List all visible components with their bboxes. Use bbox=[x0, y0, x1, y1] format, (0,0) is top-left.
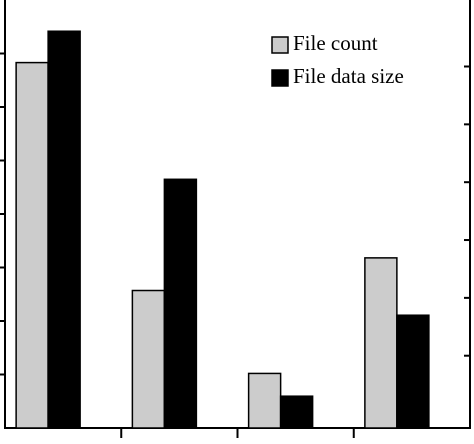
bar bbox=[163, 178, 198, 429]
bar bbox=[247, 372, 282, 429]
legend-label: File count bbox=[293, 31, 378, 55]
bar bbox=[47, 30, 81, 429]
bar bbox=[364, 257, 398, 429]
legend-label: File data size bbox=[293, 64, 404, 88]
bar bbox=[279, 395, 314, 429]
bar bbox=[131, 289, 166, 429]
legend-swatch bbox=[271, 69, 289, 87]
bar bbox=[396, 314, 430, 429]
bar bbox=[15, 61, 49, 429]
legend-swatch bbox=[271, 36, 289, 54]
